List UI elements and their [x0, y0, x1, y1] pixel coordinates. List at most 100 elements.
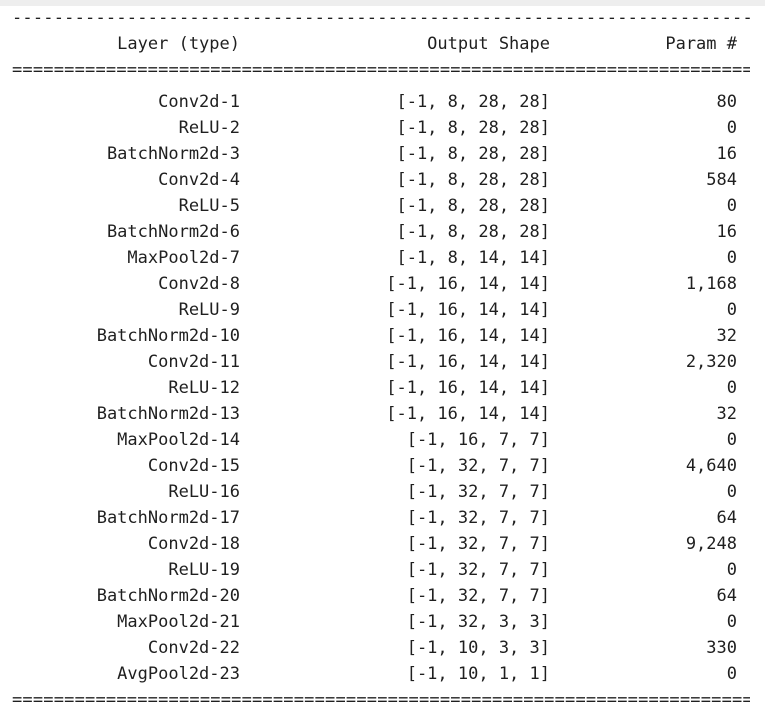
header-layer-type: Layer (type) — [117, 34, 240, 54]
output-shape: [-1, 16, 14, 14] — [386, 326, 550, 346]
layer-name: Conv2d-8 — [158, 274, 240, 294]
equals-separator-bottom — [12, 687, 750, 713]
layer-row: AvgPool2d-23 [-1, 10, 1, 1] 0 — [12, 661, 750, 687]
layer-row: ReLU-2 [-1, 8, 28, 28] 0 — [12, 115, 750, 141]
layer-name: Conv2d-4 — [158, 170, 240, 190]
layer-name: ReLU-2 — [178, 118, 240, 138]
output-shape: [-1, 16, 14, 14] — [386, 300, 550, 320]
output-shape: [-1, 32, 7, 7] — [406, 560, 550, 580]
layer-name: Conv2d-11 — [147, 352, 240, 372]
param-count: 0 — [726, 482, 737, 502]
header-param-count: Param # — [665, 34, 737, 54]
param-count: 0 — [726, 560, 737, 580]
layer-row: Conv2d-4 [-1, 8, 28, 28] 584 — [12, 167, 750, 193]
param-count: 9,248 — [685, 534, 737, 554]
param-count: 2,320 — [685, 352, 737, 372]
layer-rows: Conv2d-1 [-1, 8, 28, 28] 80 ReLU-2 [-1, 8, 2… — [12, 89, 750, 687]
equals-separator-top — [12, 57, 750, 83]
layer-name: MaxPool2d-14 — [117, 430, 240, 450]
output-shape: [-1, 8, 28, 28] — [396, 196, 550, 216]
output-shape: [-1, 32, 7, 7] — [406, 508, 550, 528]
layer-name: BatchNorm2d-3 — [106, 144, 240, 164]
param-count: 0 — [726, 430, 737, 450]
param-count: 16 — [716, 144, 737, 164]
layer-name: MaxPool2d-21 — [117, 612, 240, 632]
param-count: 64 — [716, 586, 737, 606]
layer-row: ReLU-19 [-1, 32, 7, 7] 0 — [12, 557, 750, 583]
param-count: 0 — [726, 664, 737, 684]
layer-row: BatchNorm2d-3 [-1, 8, 28, 28] 16 — [12, 141, 750, 167]
layer-name: Conv2d-22 — [147, 638, 240, 658]
param-count: 330 — [706, 638, 737, 658]
layer-row: MaxPool2d-21 [-1, 32, 3, 3] 0 — [12, 609, 750, 635]
layer-name: BatchNorm2d-20 — [96, 586, 240, 606]
param-count: 1,168 — [685, 274, 737, 294]
layer-row: Conv2d-18 [-1, 32, 7, 7] 9,248 — [12, 531, 750, 557]
output-shape: [-1, 16, 14, 14] — [386, 378, 550, 398]
layer-row: Conv2d-22 [-1, 10, 3, 3] 330 — [12, 635, 750, 661]
layer-name: BatchNorm2d-6 — [106, 222, 240, 242]
layer-row: MaxPool2d-7 [-1, 8, 14, 14] 0 — [12, 245, 750, 271]
layer-name: Conv2d-15 — [147, 456, 240, 476]
output-shape: [-1, 16, 14, 14] — [386, 404, 550, 424]
output-shape: [-1, 32, 7, 7] — [406, 534, 550, 554]
param-count: 0 — [726, 378, 737, 398]
output-shape: [-1, 32, 7, 7] — [406, 586, 550, 606]
output-shape: [-1, 10, 3, 3] — [406, 638, 550, 658]
layer-row: ReLU-5 [-1, 8, 28, 28] 0 — [12, 193, 750, 219]
param-count: 0 — [726, 300, 737, 320]
param-count: 64 — [716, 508, 737, 528]
output-shape: [-1, 16, 7, 7] — [406, 430, 550, 450]
output-shape: [-1, 32, 7, 7] — [406, 456, 550, 476]
layer-row: ReLU-9 [-1, 16, 14, 14] 0 — [12, 297, 750, 323]
output-shape: [-1, 16, 14, 14] — [386, 352, 550, 372]
param-count: 32 — [716, 404, 737, 424]
param-count: 0 — [726, 118, 737, 138]
output-shape: [-1, 8, 28, 28] — [396, 92, 550, 112]
summary-header-row: Layer (type) Output Shape Param # — [12, 31, 750, 57]
output-shape: [-1, 8, 28, 28] — [396, 118, 550, 138]
param-count: 0 — [726, 248, 737, 268]
layer-name: MaxPool2d-7 — [127, 248, 240, 268]
layer-name: ReLU-16 — [168, 482, 240, 502]
layer-name: BatchNorm2d-13 — [96, 404, 240, 424]
layer-name: ReLU-12 — [168, 378, 240, 398]
header-output-shape: Output Shape — [427, 34, 550, 54]
output-shape: [-1, 10, 1, 1] — [406, 664, 550, 684]
dash-separator — [12, 5, 750, 31]
layer-row: BatchNorm2d-20 [-1, 32, 7, 7] 64 — [12, 583, 750, 609]
layer-row: BatchNorm2d-10 [-1, 16, 14, 14] 32 — [12, 323, 750, 349]
output-shape: [-1, 32, 3, 3] — [406, 612, 550, 632]
output-shape: [-1, 8, 28, 28] — [396, 144, 550, 164]
layer-row: BatchNorm2d-6 [-1, 8, 28, 28] 16 — [12, 219, 750, 245]
layer-row: Conv2d-1 [-1, 8, 28, 28] 80 — [12, 89, 750, 115]
layer-row: Conv2d-8 [-1, 16, 14, 14] 1,168 — [12, 271, 750, 297]
layer-name: Conv2d-1 — [158, 92, 240, 112]
param-count: 0 — [726, 612, 737, 632]
output-shape: [-1, 8, 14, 14] — [396, 248, 550, 268]
layer-name: AvgPool2d-23 — [117, 664, 240, 684]
output-shape: [-1, 32, 7, 7] — [406, 482, 550, 502]
layer-row: ReLU-16 [-1, 32, 7, 7] 0 — [12, 479, 750, 505]
param-count: 32 — [716, 326, 737, 346]
output-top-border — [0, 0, 765, 6]
layer-name: Conv2d-18 — [147, 534, 240, 554]
layer-name: BatchNorm2d-10 — [96, 326, 240, 346]
output-shape: [-1, 16, 14, 14] — [386, 274, 550, 294]
layer-row: MaxPool2d-14 [-1, 16, 7, 7] 0 — [12, 427, 750, 453]
layer-name: ReLU-5 — [178, 196, 240, 216]
param-count: 4,640 — [685, 456, 737, 476]
layer-row: Conv2d-15 [-1, 32, 7, 7] 4,640 — [12, 453, 750, 479]
layer-row: Conv2d-11 [-1, 16, 14, 14] 2,320 — [12, 349, 750, 375]
output-shape: [-1, 8, 28, 28] — [396, 170, 550, 190]
param-count: 16 — [716, 222, 737, 242]
param-count: 584 — [706, 170, 737, 190]
output-shape: [-1, 8, 28, 28] — [396, 222, 550, 242]
layer-name: ReLU-19 — [168, 560, 240, 580]
layer-name: BatchNorm2d-17 — [96, 508, 240, 528]
layer-row: ReLU-12 [-1, 16, 14, 14] 0 — [12, 375, 750, 401]
param-count: 0 — [726, 196, 737, 216]
layer-row: BatchNorm2d-13 [-1, 16, 14, 14] 32 — [12, 401, 750, 427]
param-count: 80 — [716, 92, 737, 112]
model-summary-output: Layer (type) Output Shape Param # Conv2d… — [12, 5, 750, 713]
